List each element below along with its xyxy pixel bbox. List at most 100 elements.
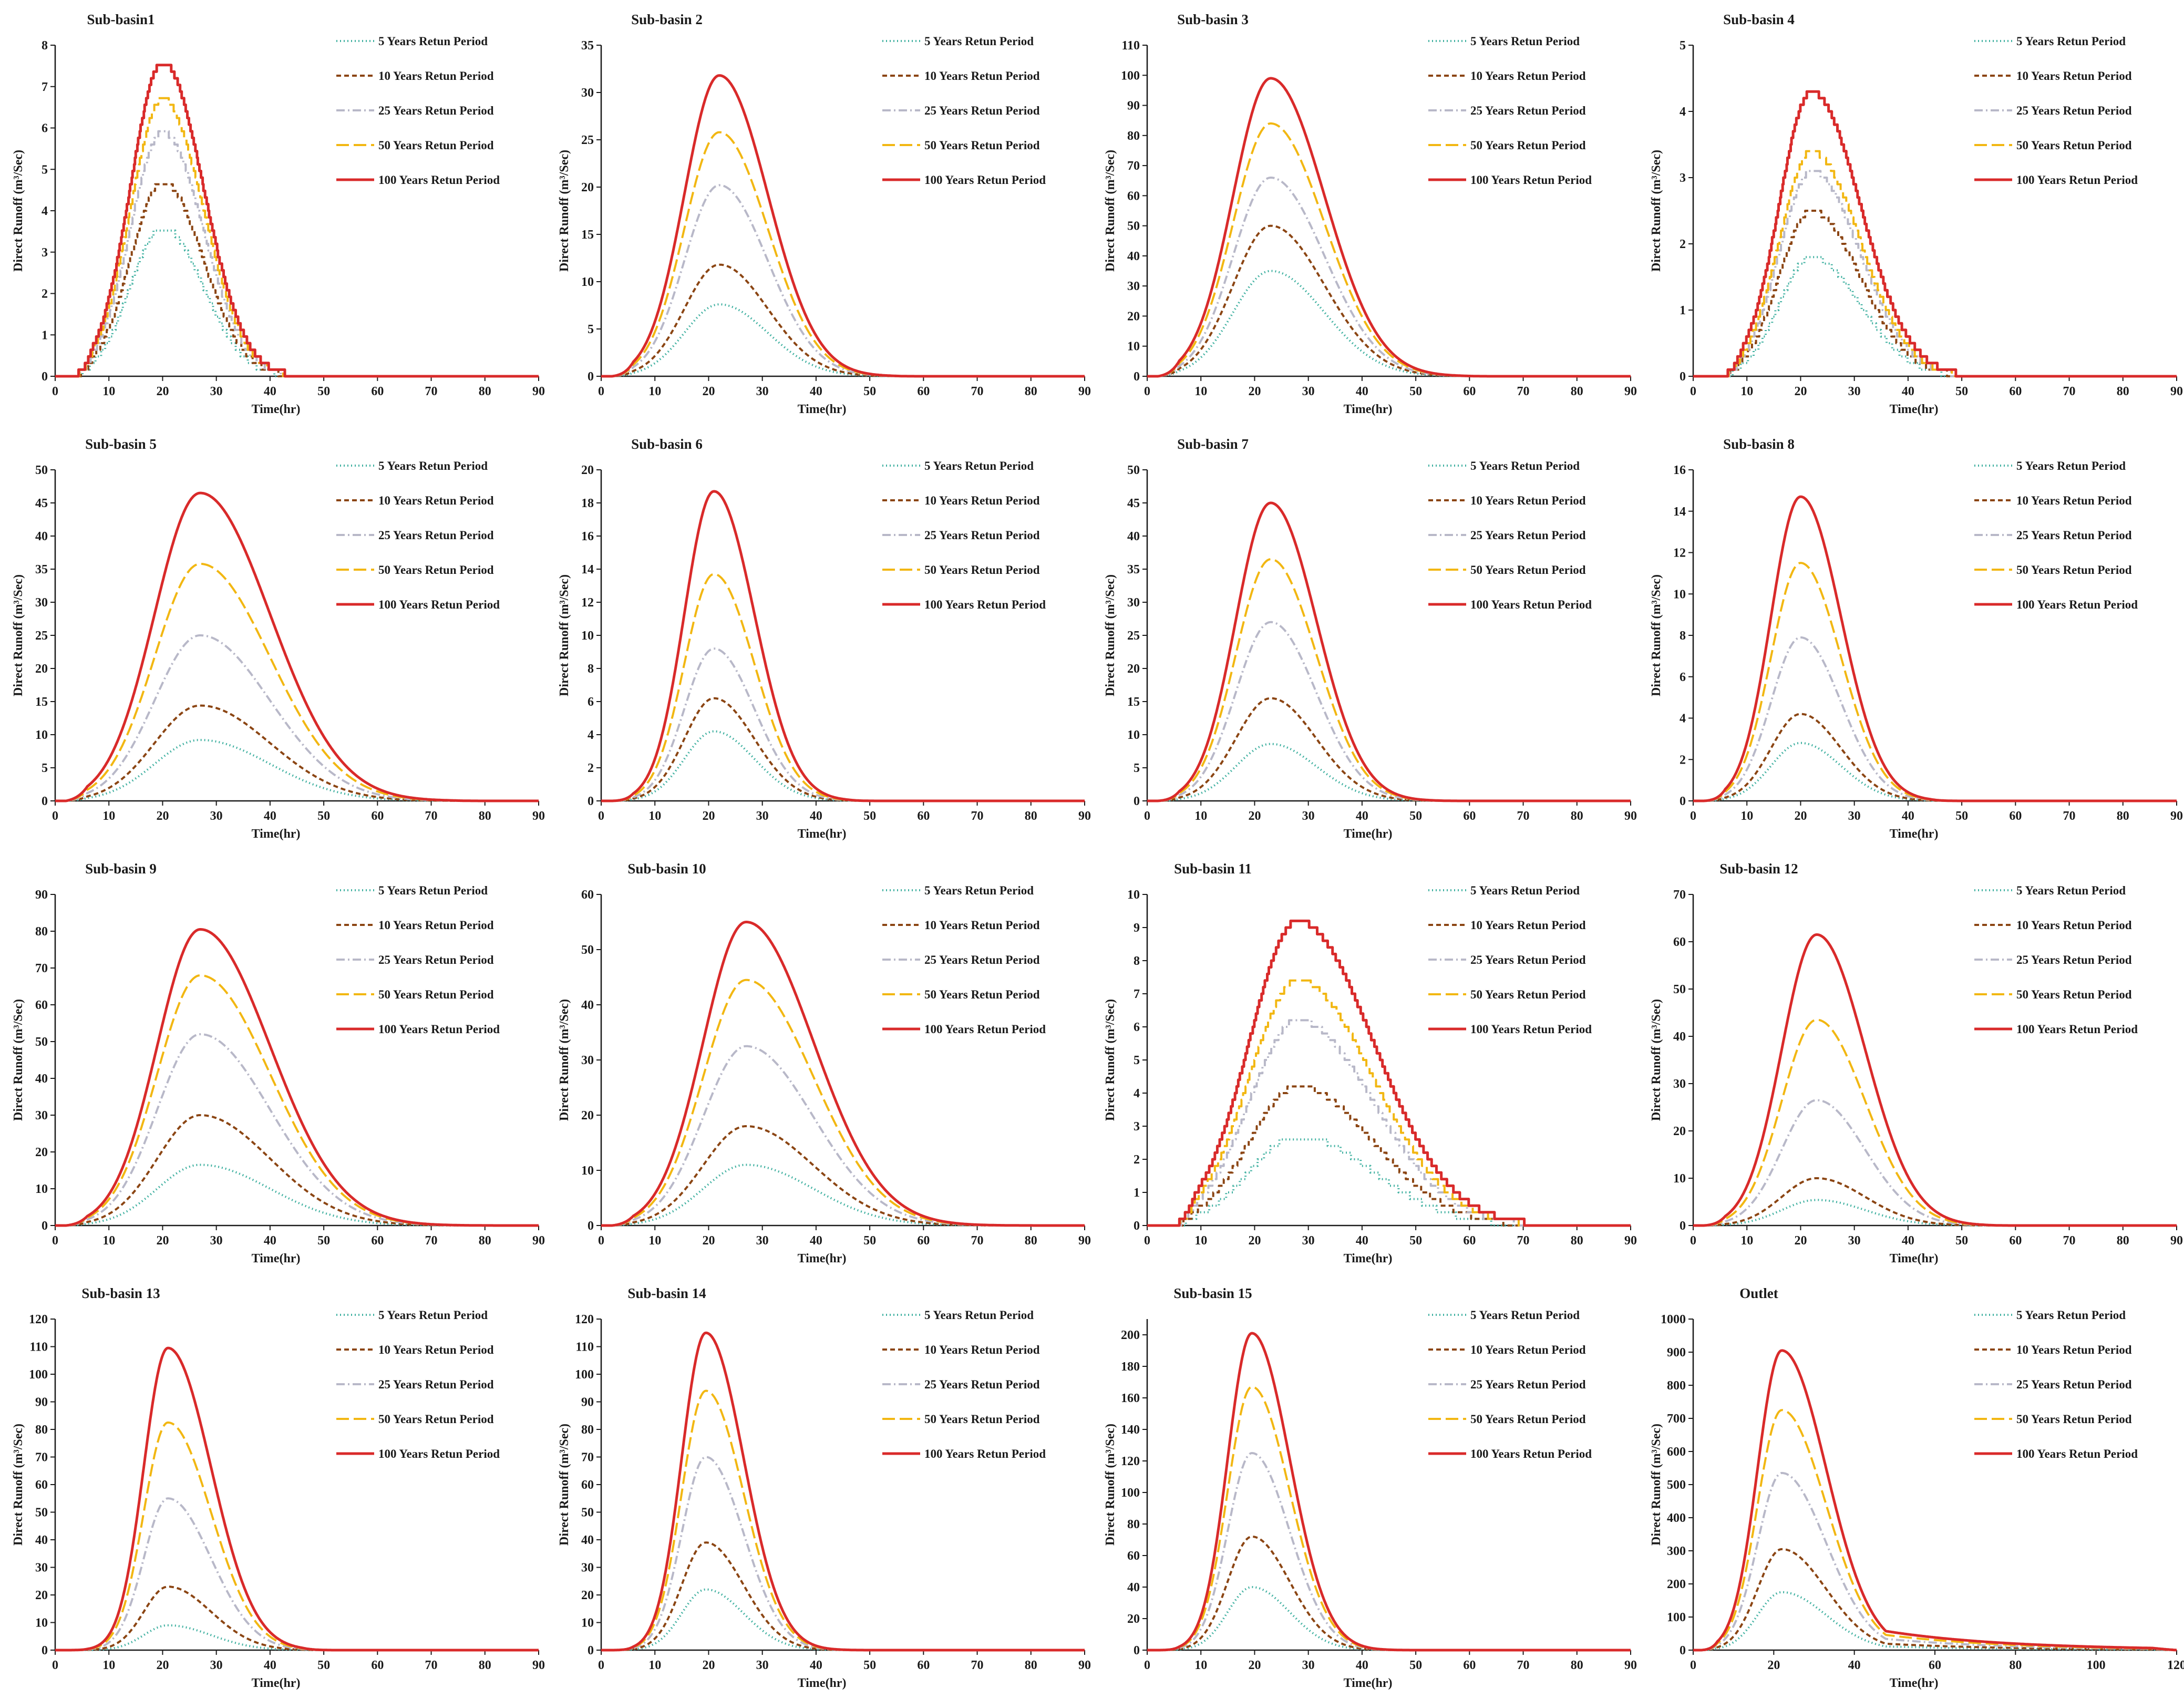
y-axis-label: Direct Runoff (m³/Sec) <box>558 150 571 272</box>
series-line <box>601 1541 1085 1651</box>
chart-svg: Sub-basin 12 0 10 20 30 40 50 60 70 0 10 20 30 40 50 60… <box>1650 861 2183 1265</box>
y-tick-label: 3 <box>1134 1120 1140 1134</box>
chart-panel: Sub-basin 13 0 10 20 30 40 50 60 70 80 90 100 110 120… <box>0 1274 546 1698</box>
y-tick-label: 0 <box>1134 1644 1140 1657</box>
x-tick-label: 90 <box>532 1234 545 1248</box>
y-tick-label: 25 <box>35 629 48 643</box>
series-line <box>1147 919 1631 1227</box>
chart-panel: Sub-basin 6 0 2 4 6 8 10 12 14 16 18 20 0 10 20 30 40 50 6… <box>546 425 1092 849</box>
y-tick-label: 10 <box>1127 340 1140 354</box>
x-axis-label: Time(hr) <box>1344 1676 1393 1690</box>
series-line <box>1147 1332 1631 1652</box>
y-tick-label: 300 <box>1667 1544 1686 1558</box>
y-tick-label: 10 <box>581 1616 594 1630</box>
chart-svg: Sub-basin 10 0 10 20 30 40 50 60 0 10 20 30 40 50 60 70… <box>558 861 1091 1265</box>
y-tick-label: 50 <box>35 1035 48 1049</box>
legend-label: 5 Years Retun Period <box>1470 1309 1580 1322</box>
x-axis-label: Time(hr) <box>1890 403 1939 416</box>
y-tick-label: 30 <box>1127 280 1140 293</box>
y-tick-label: 110 <box>575 1341 594 1354</box>
legend-label: 5 Years Retun Period <box>924 35 1034 48</box>
y-tick-label: 30 <box>1127 596 1140 610</box>
x-tick-label: 30 <box>1848 1234 1861 1248</box>
y-tick-label: 60 <box>581 888 594 902</box>
x-tick-label: 80 <box>1571 385 1583 398</box>
series-line <box>1693 1199 2177 1227</box>
y-tick-label: 0 <box>1680 1219 1686 1233</box>
x-tick-label: 20 <box>702 809 715 823</box>
legend-label: 100 Years Retun Period <box>1470 173 1592 187</box>
x-tick-label: 60 <box>1463 809 1476 823</box>
legend-label: 10 Years Retun Period <box>924 494 1040 507</box>
y-tick-label: 30 <box>581 86 594 100</box>
y-axis-label: Direct Runoff (m³/Sec) <box>12 999 25 1121</box>
legend-label: 25 Years Retun Period <box>1470 104 1586 117</box>
series-line <box>1147 122 1631 377</box>
y-tick-label: 20 <box>581 1109 594 1123</box>
series-line <box>1693 1099 2177 1227</box>
series-line <box>601 1331 1085 1652</box>
x-axis-label: Time(hr) <box>798 1676 847 1690</box>
series-line <box>1693 495 2177 802</box>
x-tick-label: 10 <box>1194 385 1207 398</box>
series-line <box>55 1346 539 1652</box>
y-tick-label: 40 <box>35 1533 48 1547</box>
series-line <box>1693 636 2177 802</box>
x-tick-label: 40 <box>1356 1234 1368 1248</box>
series-line <box>1693 1591 2177 1651</box>
y-tick-label: 1 <box>1680 304 1686 317</box>
y-axis-label: Direct Runoff (m³/Sec) <box>558 574 571 696</box>
x-tick-label: 90 <box>532 1659 545 1672</box>
y-axis-label: Direct Runoff (m³/Sec) <box>12 1424 25 1546</box>
legend-label: 50 Years Retun Period <box>1470 139 1586 152</box>
legend-label: 50 Years Retun Period <box>1470 563 1586 576</box>
y-tick-label: 50 <box>1127 464 1140 477</box>
legend-label: 25 Years Retun Period <box>924 953 1040 966</box>
legend-label: 25 Years Retun Period <box>924 1378 1040 1391</box>
x-tick-label: 90 <box>1078 385 1091 398</box>
y-tick-label: 30 <box>581 1054 594 1067</box>
y-tick-label: 4 <box>588 728 594 742</box>
x-tick-label: 60 <box>1463 385 1476 398</box>
x-tick-label: 40 <box>810 385 822 398</box>
legend-label: 25 Years Retun Period <box>2016 529 2132 542</box>
y-tick-label: 8 <box>1134 954 1140 968</box>
y-tick-label: 90 <box>1127 99 1140 113</box>
x-tick-label: 80 <box>1025 809 1037 823</box>
x-tick-label: 20 <box>702 1234 715 1248</box>
y-tick-label: 80 <box>35 925 48 939</box>
legend-label: 50 Years Retun Period <box>924 563 1040 576</box>
legend-label: 5 Years Retun Period <box>1470 35 1580 48</box>
x-tick-label: 0 <box>1144 809 1150 823</box>
series-line <box>1147 270 1631 377</box>
x-tick-label: 10 <box>102 1234 115 1248</box>
y-tick-label: 60 <box>35 1478 48 1492</box>
series-line <box>1693 742 2177 802</box>
x-tick-label: 40 <box>1356 385 1368 398</box>
series-line <box>601 1456 1085 1651</box>
x-tick-label: 20 <box>156 385 169 398</box>
legend-label: 10 Years Retun Period <box>2016 69 2132 83</box>
legend-label: 10 Years Retun Period <box>1470 919 1586 932</box>
x-tick-label: 60 <box>371 385 384 398</box>
y-tick-label: 100 <box>1121 69 1140 83</box>
chart-title: Sub-basin 7 <box>1177 436 1249 452</box>
y-tick-label: 7 <box>42 80 48 94</box>
legend-label: 100 Years Retun Period <box>1470 1447 1592 1460</box>
x-tick-label: 90 <box>2170 1234 2183 1248</box>
chart-title: Sub-basin 3 <box>1177 12 1249 27</box>
y-tick-label: 80 <box>1127 129 1140 143</box>
y-tick-label: 10 <box>35 728 48 742</box>
y-tick-label: 180 <box>1121 1360 1140 1374</box>
x-tick-label: 90 <box>2170 385 2183 398</box>
x-tick-label: 30 <box>210 385 223 398</box>
x-tick-label: 20 <box>1248 1234 1261 1248</box>
series-line <box>55 183 539 377</box>
x-tick-label: 70 <box>425 809 438 823</box>
legend-label: 50 Years Retun Period <box>378 1413 494 1426</box>
x-tick-label: 20 <box>702 1659 715 1672</box>
x-tick-label: 10 <box>648 809 661 823</box>
legend-label: 5 Years Retun Period <box>1470 459 1580 472</box>
x-tick-label: 90 <box>1078 1659 1091 1672</box>
chart-panel: Sub-basin 15 0 20 40 60 80 100 120 140 160 180 200 0… <box>1092 1274 1638 1698</box>
